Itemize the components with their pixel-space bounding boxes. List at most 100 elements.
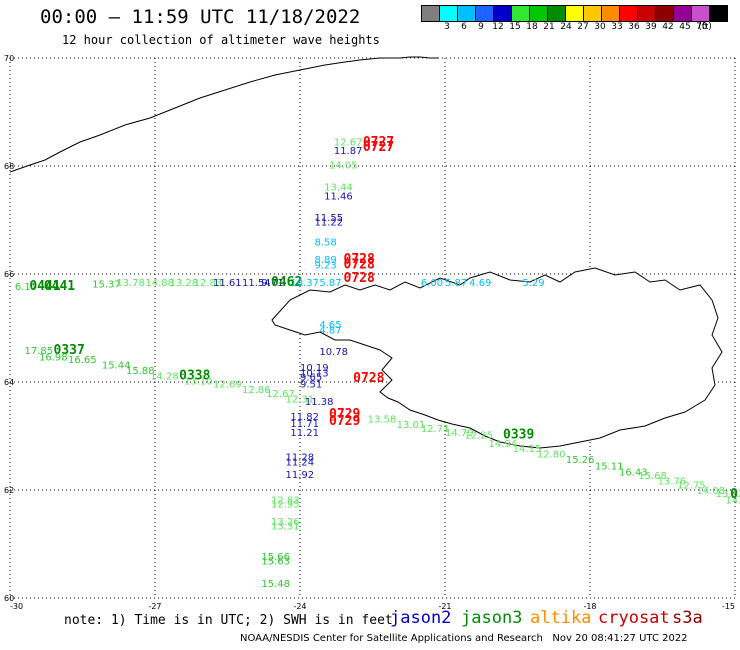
timestamp: Nov 20 08:41:27 UTC 2022 — [552, 633, 688, 644]
wave-height-label: 12.83 — [194, 278, 223, 289]
wave-height-label: 13.01 — [397, 420, 426, 431]
wave-height-label: 14.05 — [329, 161, 358, 172]
wave-height-label: 13.31 — [271, 521, 300, 532]
legend-unit: (ft) — [698, 22, 712, 32]
wave-height-label: 11.92 — [286, 470, 315, 481]
wave-height-label: 12.86 — [242, 385, 271, 396]
legend-label: 15 — [509, 22, 521, 32]
legend-label: 45 — [679, 22, 691, 32]
legend-label: 70 — [696, 22, 708, 32]
wave-height-label: 11.87 — [334, 146, 363, 157]
map-subtitle: 12 hour collection of altimeter wave hei… — [62, 33, 380, 47]
land-outlines — [9, 56, 723, 449]
pass-time-label: 0339 — [503, 428, 534, 443]
wave-height-label: 15.26 — [566, 455, 595, 466]
wave-height-label: 11.55 — [315, 213, 344, 224]
credit-text: NOAA/NESDIS Center for Satellite Applica… — [240, 633, 543, 644]
wave-height-label: 15.63 — [261, 557, 290, 568]
wave-height-label: 12.67 — [266, 389, 295, 400]
satellite-name: s3a — [672, 608, 703, 628]
lat-tick-label: 70 — [4, 54, 14, 63]
wave-height-label: 14.28 — [150, 371, 179, 382]
wave-height-label: 9.71 — [261, 278, 283, 289]
satellite-name: altika — [530, 608, 592, 628]
pass-time-label: 0728 — [344, 252, 375, 267]
wave-height-label: 15.37 — [92, 280, 121, 291]
satellite-name: jason3 — [461, 608, 523, 628]
wave-height-label: 16.43 — [619, 467, 648, 478]
wave-height-label: 11.82 — [290, 412, 319, 423]
wave-height-label: 10.13 — [300, 369, 329, 380]
wave-height-label: 8.58 — [315, 237, 337, 248]
satellite-name: jason2 — [390, 608, 452, 628]
wave-height-label: 13.10 — [184, 377, 213, 388]
lon-tick-label: -18 — [583, 602, 596, 611]
wave-height-label: 5.29 — [522, 278, 544, 289]
wave-height-label: 14.13 — [725, 496, 740, 507]
wave-height-label: 13.78 — [116, 278, 145, 289]
pass-time-label: 0729 — [329, 407, 360, 422]
wave-height-label: 4.87 — [319, 325, 341, 336]
lat-tick-label: 68 — [4, 162, 14, 171]
footer-credit: NOAA/NESDIS Center for Satellite Applica… — [240, 633, 688, 644]
lon-tick-label: -24 — [293, 602, 306, 611]
lat-tick-label: 60 — [4, 594, 14, 603]
pass-time-label: 0727 — [363, 140, 394, 155]
wave-height-label: 12.31 — [286, 395, 315, 406]
pass-time-label: 0727 — [363, 135, 394, 150]
wave-height-label: 10.37 — [290, 278, 319, 289]
satellite-name: cryosat — [598, 608, 670, 628]
legend-label: 27 — [577, 22, 589, 32]
pass-time-label: 0338 — [179, 368, 210, 383]
wave-height-label: 14.08 — [696, 486, 725, 497]
wave-height-label: 15.68 — [638, 471, 667, 482]
legend-label: 6 — [461, 22, 467, 32]
map-title: 00:00 – 11:59 UTC 11/18/2022 — [40, 6, 361, 28]
wave-height-label: 6.00 — [421, 278, 443, 289]
wave-height-label: 8.89 — [315, 255, 337, 266]
wave-height-label: 4.65 — [319, 320, 341, 331]
pass-time-label: 0728 — [344, 271, 375, 286]
wave-height-label: 11.46 — [324, 191, 353, 202]
wave-height-label: 5.87 — [319, 278, 341, 289]
legend-label: 18 — [526, 22, 538, 32]
wave-height-label: 10.19 — [300, 363, 329, 374]
wave-height-label: 15.66 — [261, 552, 290, 563]
wave-height-label: 16.65 — [68, 355, 97, 366]
lat-tick-label: 62 — [4, 486, 14, 495]
wave-height-label: 17.85 — [25, 346, 54, 357]
wave-height-label: 14.79 — [445, 428, 474, 439]
legend-label: 9 — [478, 22, 484, 32]
legend-label: 30 — [594, 22, 606, 32]
wave-height-label: 9.23 — [315, 261, 337, 272]
wave-height-label: 11.28 — [286, 452, 315, 463]
wave-height-label: 9.65 — [300, 372, 322, 383]
wave-height-label: 11.38 — [305, 397, 334, 408]
wave-height-label: 12.83 — [271, 496, 300, 507]
wave-height-label: 15.48 — [261, 579, 290, 590]
pass-time-label: 0441 — [44, 279, 75, 294]
wave-height-label: 9.51 — [300, 379, 322, 390]
pass-time-label: 0 — [730, 487, 738, 502]
lon-tick-label: -15 — [722, 602, 735, 611]
lon-tick-label: -27 — [148, 602, 161, 611]
wave-height-label: 15.11 — [595, 461, 624, 472]
pass-time-label: 0441 — [29, 279, 60, 294]
wave-height-label: 15.88 — [126, 366, 155, 377]
lat-tick-label: 64 — [4, 378, 14, 387]
lat-tick-label: 66 — [4, 270, 14, 279]
wave-height-label: 12.71 — [421, 424, 450, 435]
wave-height-label: 12.25 — [464, 431, 493, 442]
legend-label: 42 — [662, 22, 674, 32]
legend-label: 33 — [611, 22, 623, 32]
wave-height-label: 11.21 — [290, 428, 319, 439]
footer-note: note: 1) Time is in UTC; 2) SWH is in fe… — [64, 613, 393, 628]
wave-height-label: 13.28 — [170, 278, 199, 289]
map-grid — [9, 57, 736, 599]
pass-time-label: 0462 — [271, 275, 302, 290]
axis-ticks: -30 -27 -24 -21 -18 -15 70 68 66 64 62 60 — [4, 54, 735, 611]
legend-label: 36 — [628, 22, 640, 32]
lon-tick-label: -21 — [438, 602, 451, 611]
iceland-coastline — [271, 267, 723, 449]
legend-label: 12 — [492, 22, 504, 32]
